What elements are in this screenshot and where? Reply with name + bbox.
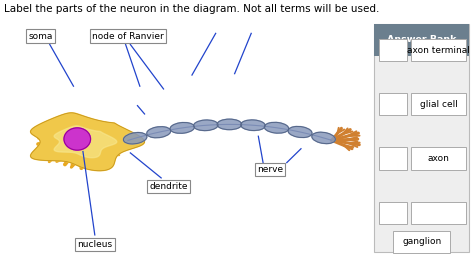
Text: Label the parts of the neuron in the diagram. Not all terms will be used.: Label the parts of the neuron in the dia… [4, 4, 379, 14]
FancyBboxPatch shape [379, 93, 407, 115]
Text: soma: soma [28, 32, 53, 41]
FancyBboxPatch shape [411, 202, 466, 224]
FancyBboxPatch shape [411, 93, 466, 115]
Ellipse shape [241, 120, 265, 131]
Ellipse shape [64, 128, 91, 150]
Ellipse shape [288, 126, 312, 138]
Ellipse shape [217, 119, 242, 130]
Ellipse shape [170, 123, 194, 133]
FancyBboxPatch shape [411, 39, 466, 61]
Polygon shape [31, 113, 145, 171]
Text: glial cell: glial cell [420, 100, 457, 109]
FancyBboxPatch shape [411, 147, 466, 170]
FancyBboxPatch shape [379, 202, 407, 224]
FancyBboxPatch shape [379, 147, 407, 170]
Text: nerve: nerve [257, 165, 283, 174]
Text: dendrite: dendrite [149, 182, 188, 191]
Text: node of Ranvier: node of Ranvier [92, 32, 164, 41]
Polygon shape [54, 126, 117, 158]
Text: axon: axon [428, 154, 450, 163]
FancyBboxPatch shape [379, 39, 407, 61]
Ellipse shape [123, 133, 147, 144]
FancyBboxPatch shape [374, 24, 469, 56]
FancyBboxPatch shape [393, 231, 450, 253]
Ellipse shape [193, 120, 218, 131]
Text: ganglion: ganglion [402, 237, 441, 246]
Ellipse shape [264, 122, 289, 133]
Ellipse shape [312, 132, 336, 144]
FancyBboxPatch shape [374, 24, 469, 252]
Text: axon terminal: axon terminal [407, 46, 470, 54]
Text: nucleus: nucleus [77, 240, 112, 249]
Text: Answer Bank: Answer Bank [387, 35, 456, 44]
Ellipse shape [147, 127, 171, 138]
